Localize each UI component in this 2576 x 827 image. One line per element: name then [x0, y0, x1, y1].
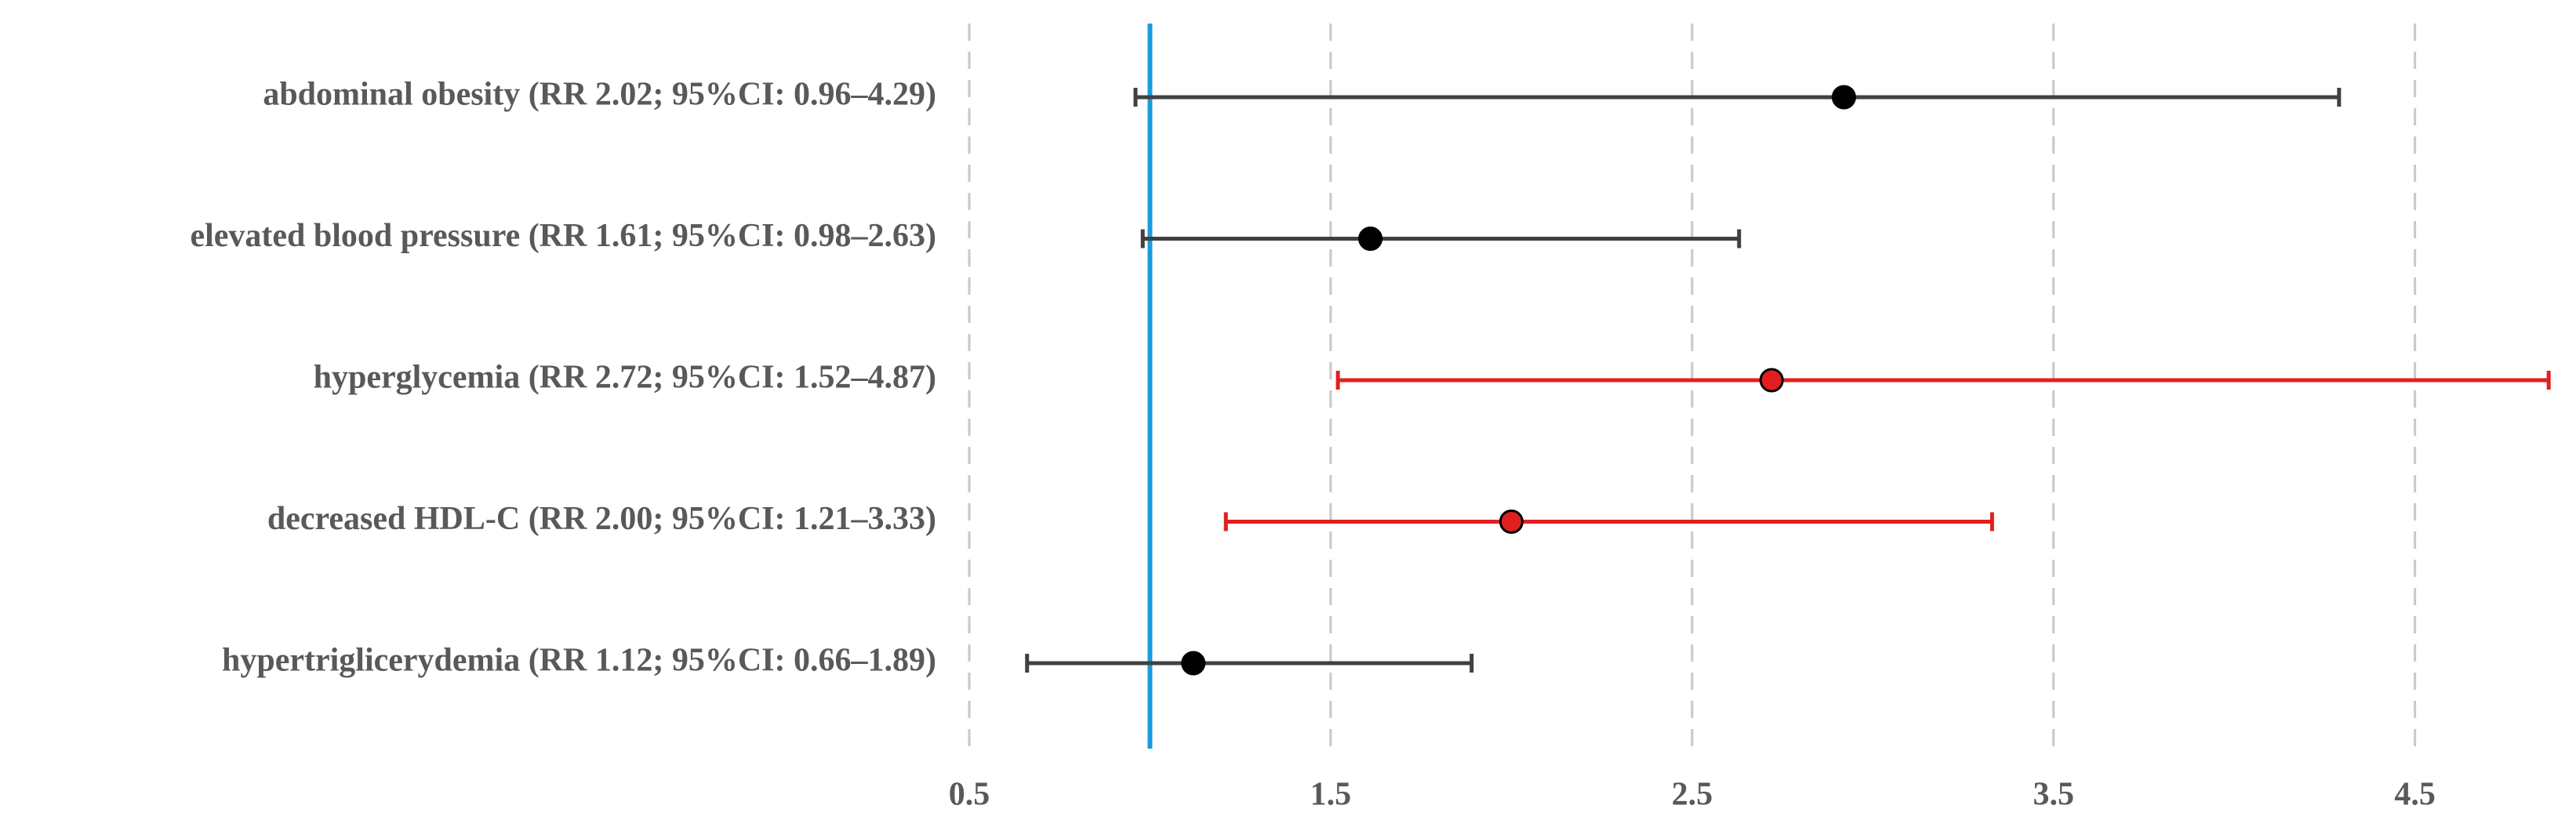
point	[1181, 651, 1206, 676]
category-label: hypertriglicerydemia (RR 1.12; 95%CI: 0.…	[222, 643, 936, 679]
point	[1358, 227, 1383, 251]
x-tick-label: 1.5	[1310, 777, 1352, 813]
category-label: hyperglycemia (RR 2.72; 95%CI: 1.52–4.87…	[314, 360, 936, 396]
category-label: decreased HDL-C (RR 2.00; 95%CI: 1.21–3.…	[267, 501, 936, 537]
category-label: elevated blood pressure (RR 1.61; 95%CI:…	[190, 218, 936, 254]
x-tick-label: 2.5	[1672, 777, 1713, 813]
point	[1759, 368, 1784, 393]
x-tick-label: 0.5	[949, 777, 990, 813]
x-tick-label: 3.5	[2033, 777, 2074, 813]
category-label: abdominal obesity (RR 2.02; 95%CI: 0.96–…	[263, 77, 936, 113]
point	[1831, 85, 1856, 110]
point	[1499, 510, 1524, 534]
x-tick-label: 4.5	[2394, 777, 2436, 813]
